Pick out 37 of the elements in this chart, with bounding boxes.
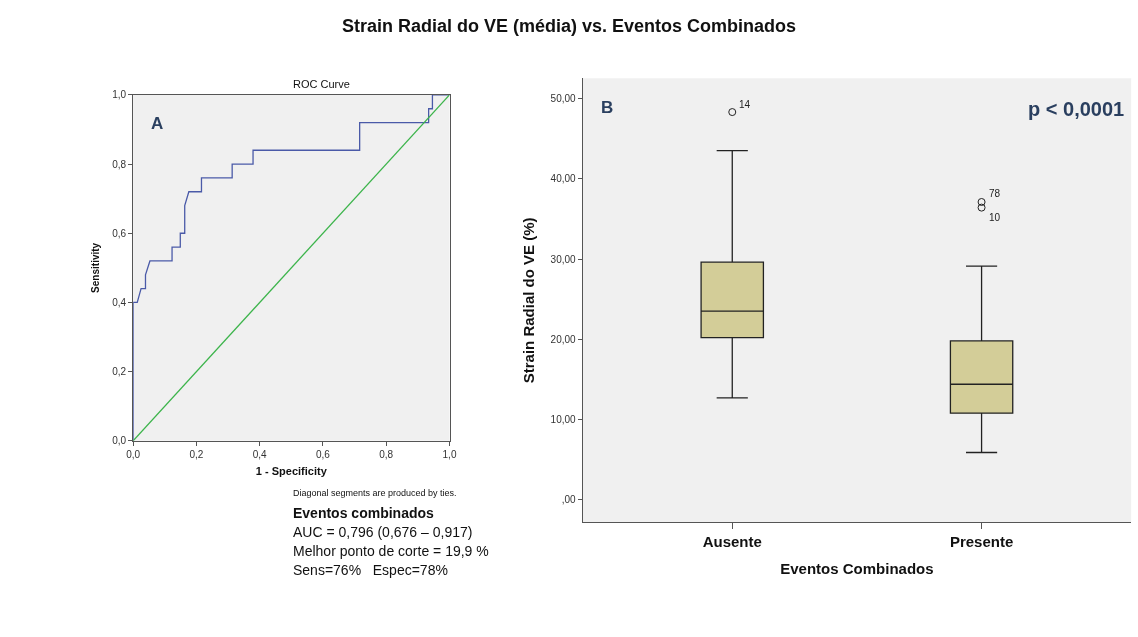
- x-tick-label: 0,0: [126, 448, 141, 460]
- y-tick-label: 50,00: [550, 92, 577, 104]
- annotation: A: [151, 114, 164, 133]
- y-tick-label: 20,00: [550, 333, 577, 345]
- y-tick-label: ,00: [561, 494, 577, 506]
- x-axis-title: Eventos Combinados: [780, 560, 934, 578]
- x-tick-label: 0,6: [316, 448, 331, 460]
- text: Sens=76% Espec=78%: [293, 562, 448, 578]
- y-tick-label: 0,4: [112, 296, 127, 308]
- y-tick-label: 0,8: [112, 158, 127, 170]
- chart-subtitle: ROC Curve: [293, 78, 350, 90]
- annotation: 78: [989, 188, 1001, 199]
- x-tick-label: Ausente: [702, 533, 762, 551]
- text: Melhor ponto de corte = 19,9 %: [293, 543, 489, 559]
- y-axis-title: Sensitivity: [90, 242, 102, 293]
- annotation: p < 0,0001: [1028, 98, 1125, 120]
- y-tick-label: 1,0: [112, 89, 127, 101]
- text: Eventos combinados: [293, 505, 435, 521]
- x-axis-title: 1 - Specificity: [255, 465, 328, 477]
- y-tick-label: 0,6: [112, 227, 127, 239]
- text: AUC = 0,796 (0,676 – 0,917): [293, 524, 473, 540]
- y-axis-title: Strain Radial do VE (%): [519, 217, 537, 384]
- text: Strain Radial do VE (média) vs. Eventos Combinados: [342, 16, 797, 36]
- y-tick-label: 0,2: [112, 366, 127, 378]
- x-tick-label: 0,8: [379, 448, 394, 460]
- x-tick-label: 1,0: [442, 448, 457, 460]
- y-tick-label: 30,00: [550, 253, 577, 265]
- x-tick-label: 0,4: [252, 448, 268, 460]
- annotation: B: [601, 98, 614, 117]
- annotation: 14: [739, 99, 751, 110]
- text: Diagonal segments are produced by ties.: [293, 488, 457, 498]
- x-tick-label: Presente: [949, 533, 1014, 551]
- x-tick-label: 0,2: [189, 448, 204, 460]
- y-tick-label: 10,00: [550, 414, 577, 426]
- y-tick-label: 40,00: [550, 173, 577, 185]
- y-tick-label: 0,0: [112, 435, 127, 447]
- annotation: 10: [989, 212, 1001, 223]
